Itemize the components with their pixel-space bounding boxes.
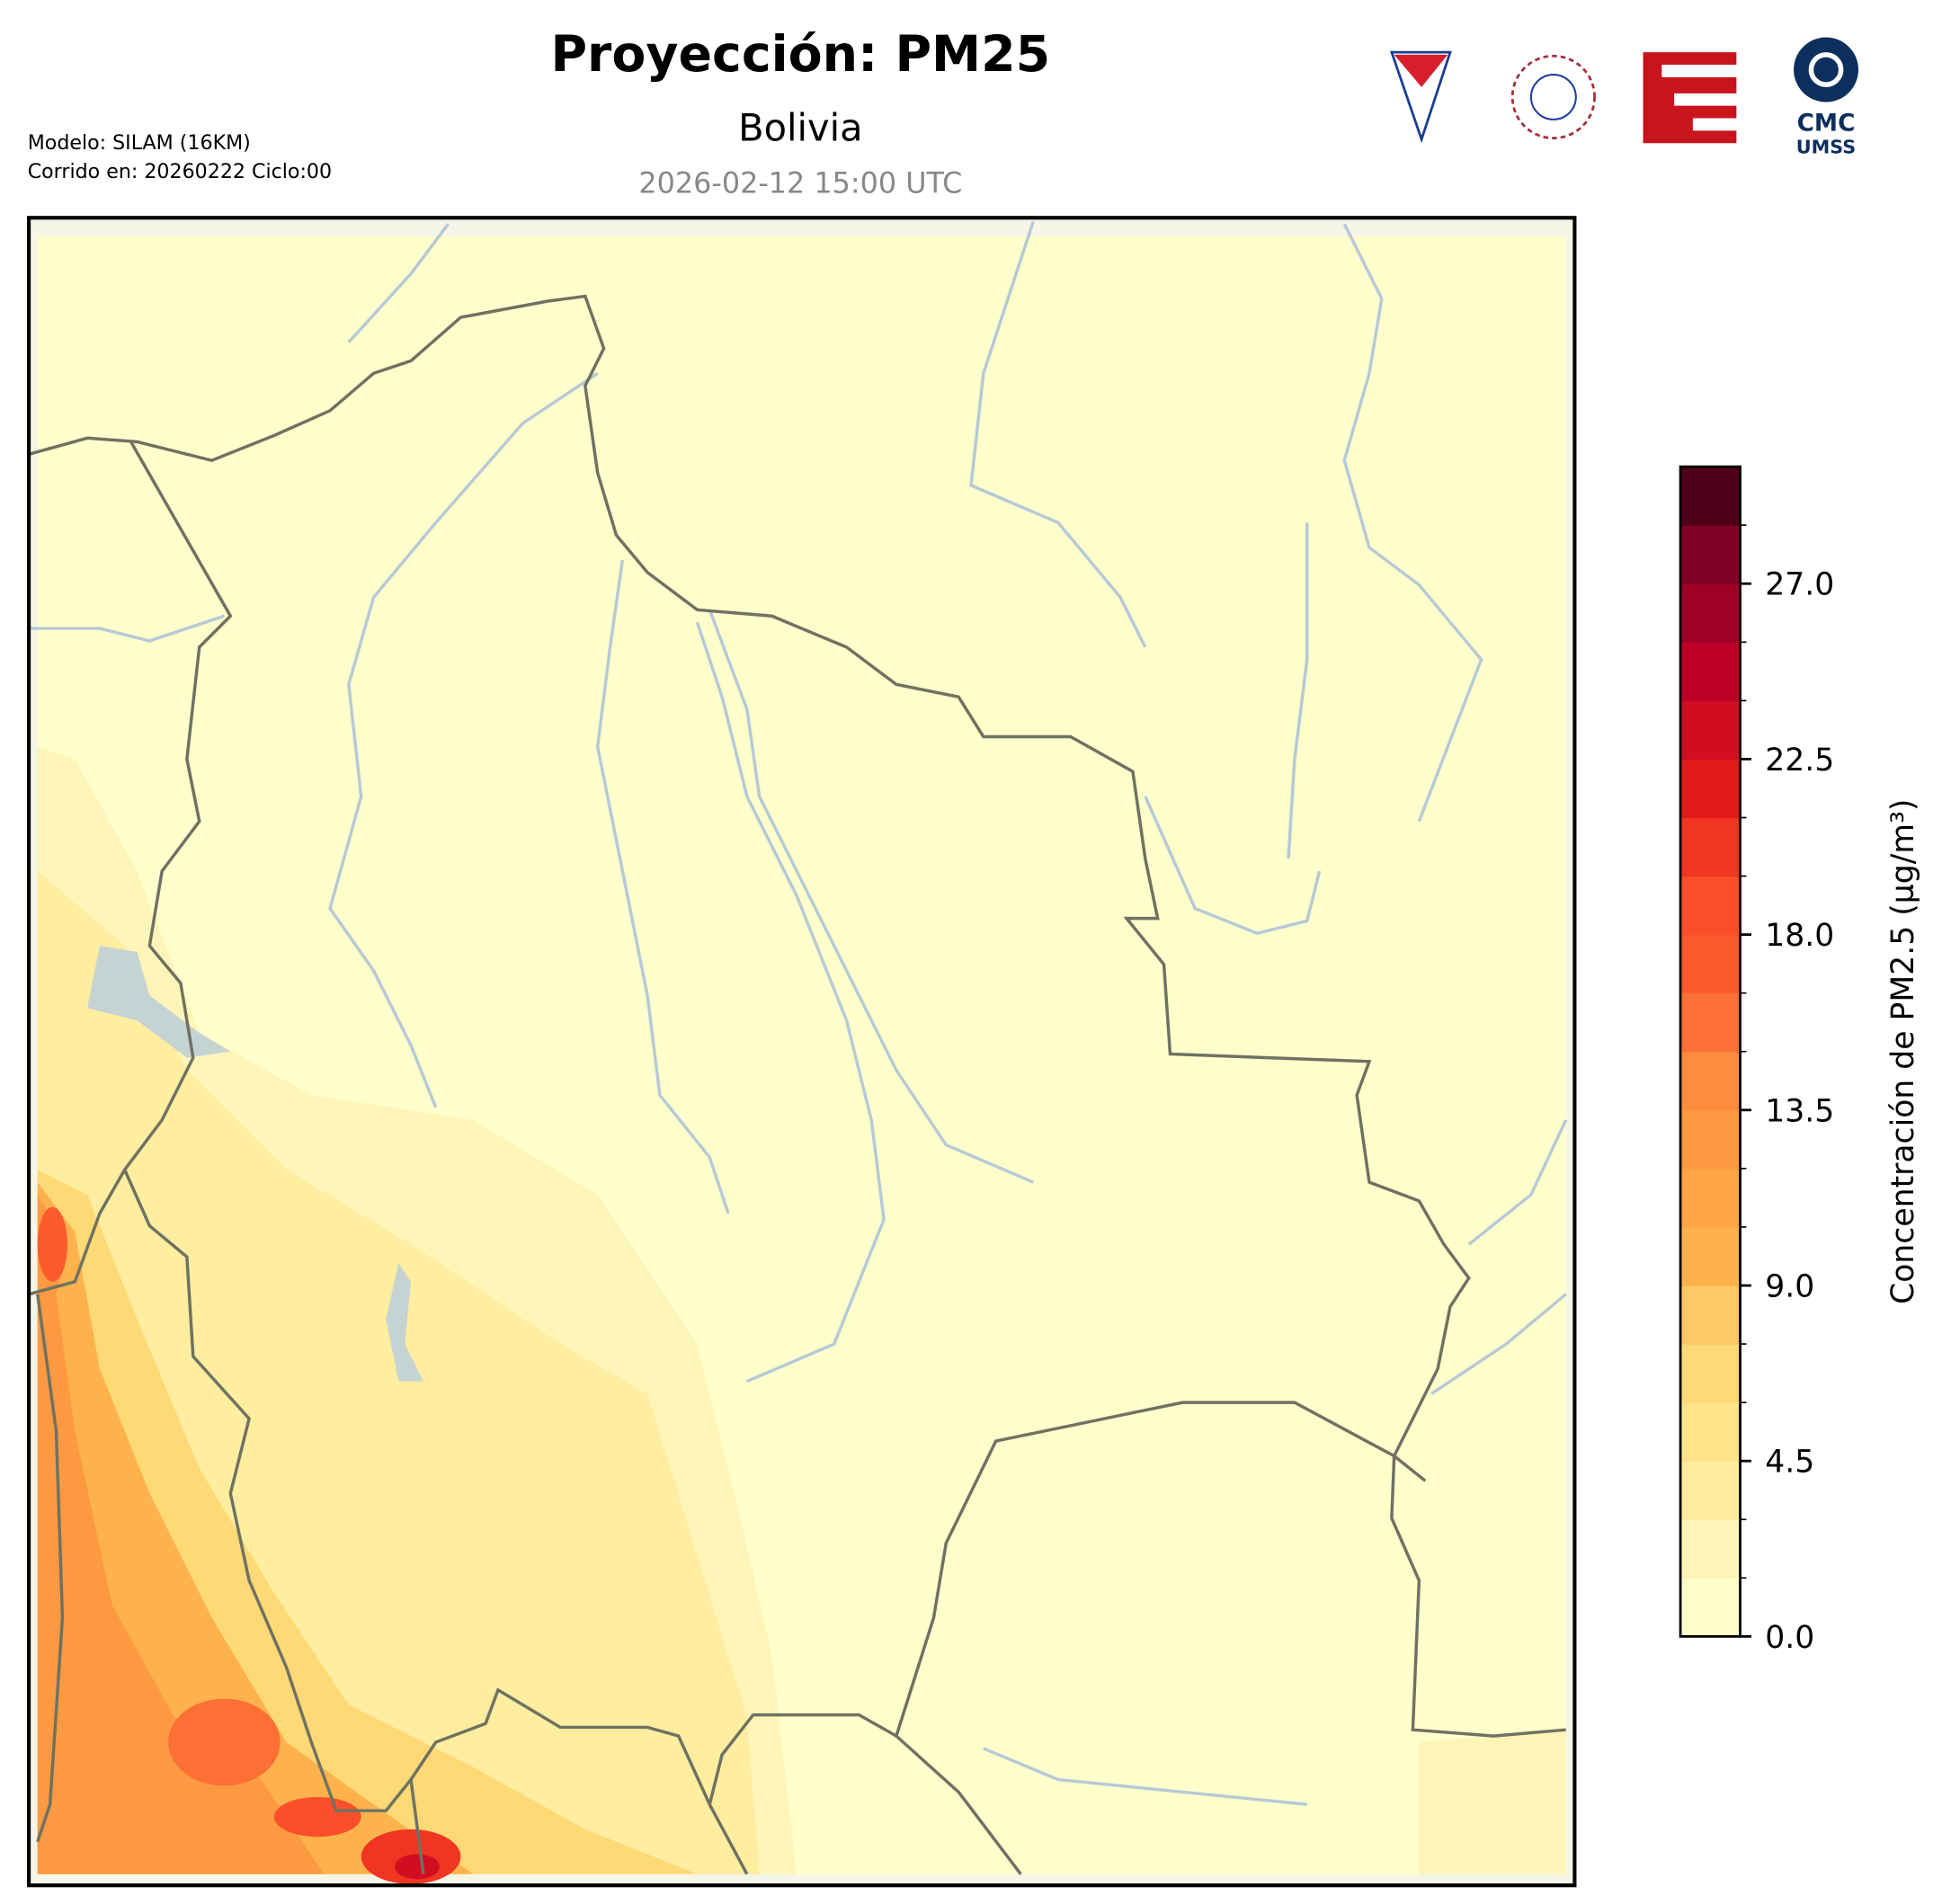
- logos: CMC UMSS: [1389, 37, 1859, 157]
- colorbar-band: [1680, 1519, 1741, 1579]
- lake: [386, 1263, 423, 1382]
- colorbar-band: [1680, 642, 1741, 702]
- colorbar-tick-label: 4.5: [1765, 1445, 1814, 1481]
- model-info: Modelo: SILAM (16KM): [28, 131, 251, 155]
- colorbar-frame: [1679, 465, 1742, 1638]
- colorbar-band: [1680, 1461, 1741, 1520]
- logo-fisica-inner: [1529, 74, 1577, 120]
- concentration-spot: [37, 1206, 67, 1282]
- map: [29, 218, 1575, 1886]
- run-info: Corrido en: 20260222 Ciclo:00: [28, 160, 332, 183]
- colorbar-band: [1680, 525, 1741, 584]
- colorbar-band: [1680, 1168, 1741, 1228]
- colorbar-band: [1680, 876, 1741, 936]
- colorbar-band: [1680, 992, 1741, 1053]
- colorbar: 0.0 4.5 9.0 13.5 18.0 22.5 27.0: [1679, 465, 1834, 1656]
- logo-fisica: [1510, 54, 1596, 140]
- lake: [87, 946, 231, 1058]
- map-frame: [26, 216, 1577, 1888]
- colorbar-band: [1680, 1402, 1741, 1462]
- date: 2026-02-12 15:00 UTC: [638, 166, 962, 200]
- colorbar-tick-label: 18.0: [1765, 918, 1834, 954]
- colorbar-band: [1680, 1109, 1741, 1170]
- logo-fcyt: [1643, 52, 1737, 144]
- logo-cmc-ring: [1808, 52, 1844, 87]
- concentration-spot: [168, 1698, 281, 1786]
- colorbar-band: [1680, 1344, 1741, 1403]
- title: Proyección: PM25: [550, 26, 1050, 84]
- colorbar-tick-label: 0.0: [1765, 1620, 1814, 1656]
- colorbar-label: Concentración de PM2.5 (µg/m³): [1885, 799, 1921, 1304]
- concentration-level: [37, 1194, 325, 1874]
- colorbar-band: [1680, 1226, 1741, 1286]
- subtitle: Bolivia: [738, 105, 863, 149]
- colorbar-tick-label: 13.5: [1765, 1093, 1834, 1129]
- colorbar-band: [1680, 1578, 1741, 1638]
- colorbar-band: [1680, 1285, 1741, 1345]
- colorbar-band: [1680, 817, 1741, 877]
- logo-cmc-circle: [1794, 37, 1859, 102]
- logo-umss-text: UMSS: [1796, 136, 1856, 157]
- logo-umss-shield: [1389, 50, 1452, 144]
- colorbar-tick-label: 22.5: [1765, 743, 1834, 779]
- rivers: [29, 220, 1568, 1806]
- logo-umss-red: [1394, 54, 1448, 87]
- colorbar-tick-label: 27.0: [1765, 567, 1834, 603]
- concentration-spot: [273, 1796, 361, 1837]
- concentration-level: [1419, 1730, 1566, 1874]
- colorbar-band: [1680, 467, 1741, 526]
- colorbar-band: [1680, 583, 1741, 643]
- colorbar-band: [1680, 700, 1741, 761]
- colorbar-tick-label: 9.0: [1765, 1268, 1814, 1304]
- colorbar-band: [1680, 1051, 1741, 1111]
- colorbar-band: [1680, 759, 1741, 819]
- borders: [29, 294, 1566, 1875]
- colorbar-band: [1680, 934, 1741, 994]
- logo-cmc-text: CMC: [1797, 110, 1856, 137]
- concentration-spot: [395, 1854, 440, 1880]
